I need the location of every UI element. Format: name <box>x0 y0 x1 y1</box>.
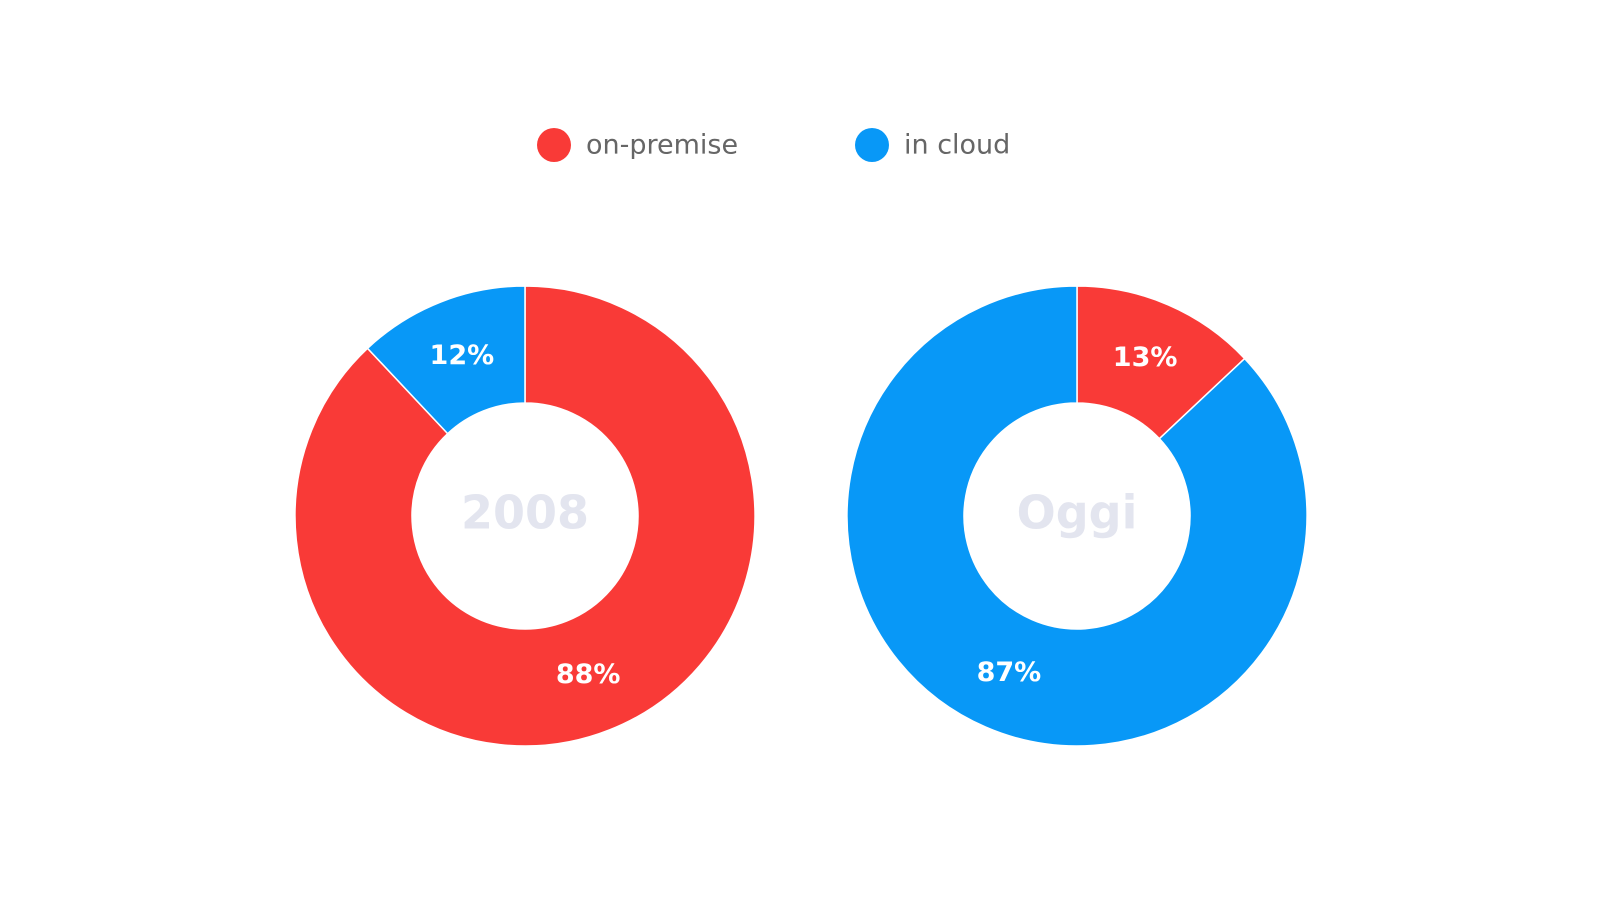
legend-label: in cloud <box>904 130 1010 161</box>
center-label: 2008 <box>461 486 589 540</box>
value-label: 12% <box>430 340 495 371</box>
donut-segment <box>846 285 1308 747</box>
value-label: 13% <box>1113 342 1178 373</box>
donut-segment <box>294 285 756 747</box>
donut-segment <box>366 285 526 435</box>
value-label: 87% <box>977 657 1042 688</box>
legend-swatch <box>855 128 889 162</box>
legend-swatch <box>537 128 571 162</box>
center-label: Oggi <box>1017 486 1138 540</box>
value-label: 88% <box>556 659 621 690</box>
legend-label: on-premise <box>586 130 738 161</box>
